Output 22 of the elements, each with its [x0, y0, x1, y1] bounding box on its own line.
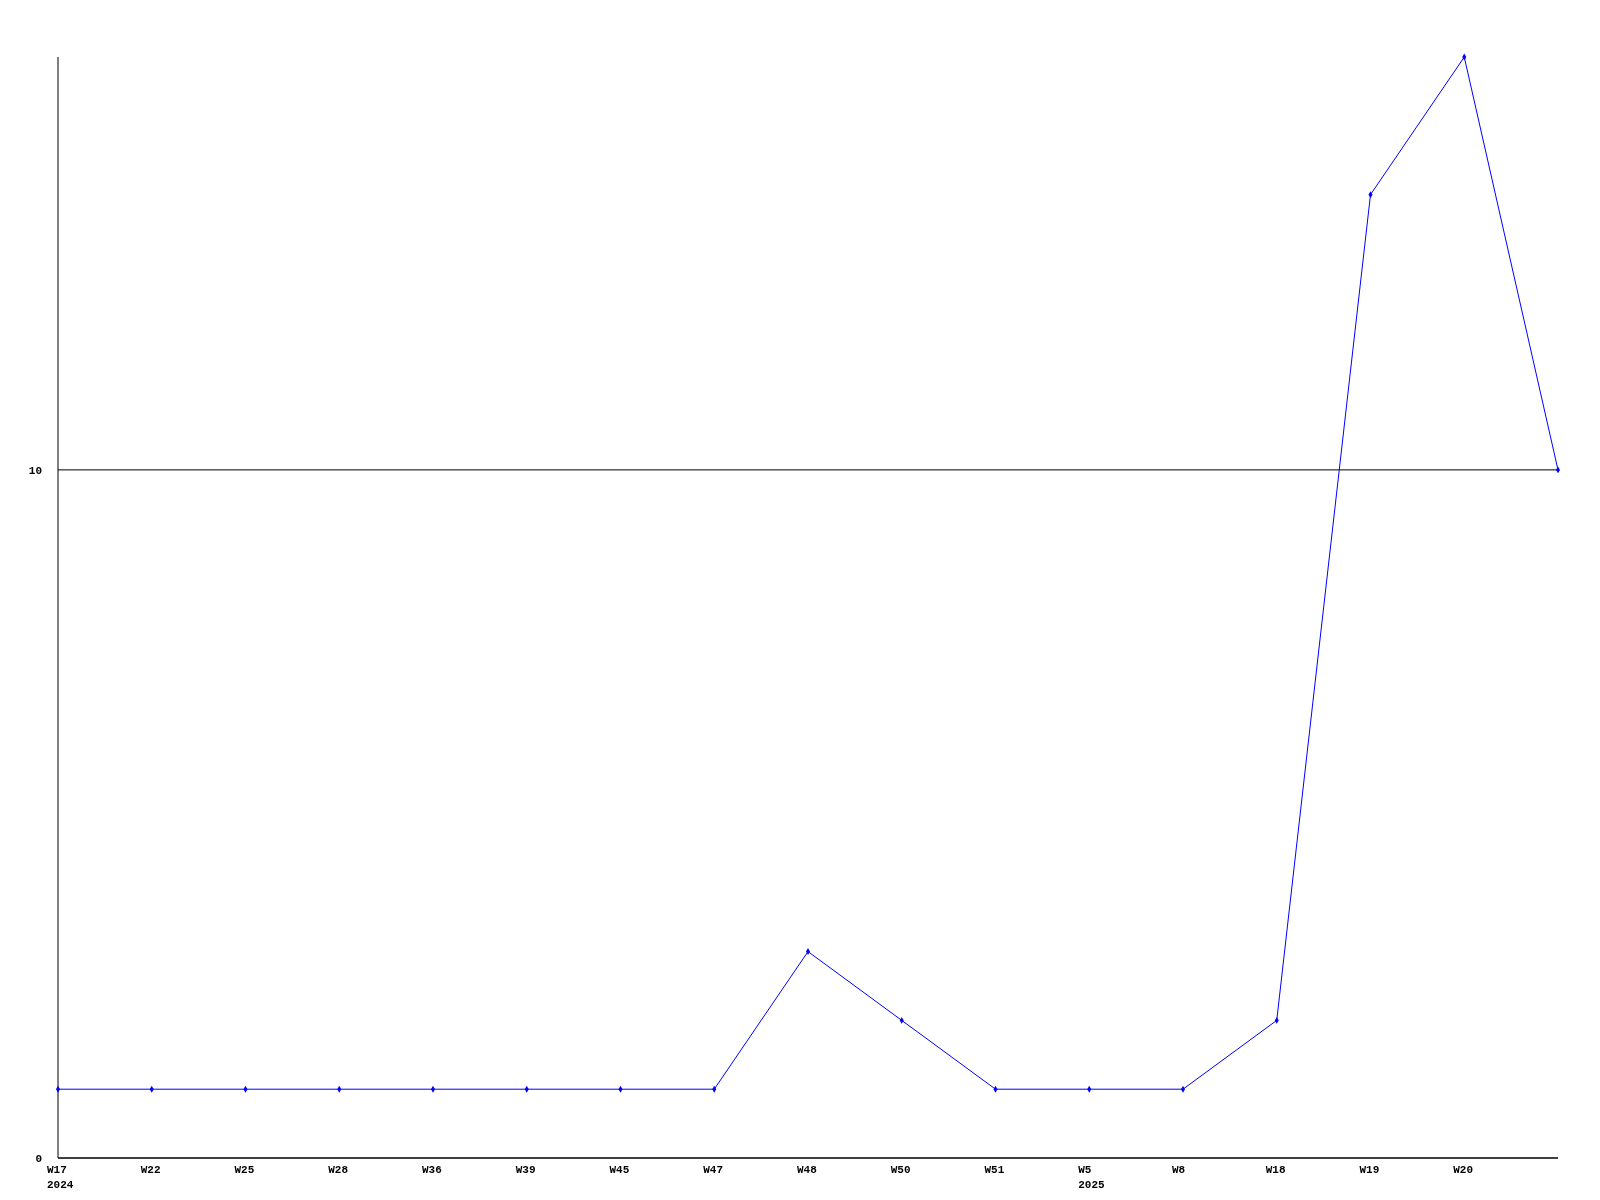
x-tick-label: W25	[234, 1164, 255, 1176]
x-tick-label: W18	[1265, 1164, 1286, 1176]
x-tick-label: W5 2025	[1078, 1164, 1106, 1191]
x-tick-label: W36	[422, 1164, 442, 1176]
point	[1555, 466, 1561, 474]
x-tick-label: W48	[797, 1164, 818, 1176]
x-tick-label: W17 2024	[47, 1164, 74, 1191]
y-tick-label: 10	[28, 464, 42, 477]
x-tick-label: W8	[1172, 1164, 1186, 1176]
point	[1180, 1085, 1186, 1093]
x-tick-label: W50	[890, 1164, 911, 1176]
y-tick-label: 0	[35, 1153, 42, 1165]
point	[430, 1085, 436, 1093]
x-tick-label: W51	[984, 1164, 1005, 1176]
point	[55, 1085, 61, 1093]
x-tick-label: W45	[609, 1164, 630, 1176]
x-tick-label: W39	[515, 1164, 536, 1176]
x-tick-label: W28	[328, 1164, 349, 1176]
x-tick-label: W47	[703, 1164, 724, 1176]
x-tick-label: W22	[140, 1164, 161, 1176]
x-tick-label: W20	[1453, 1164, 1474, 1176]
x-tick-label: W19	[1359, 1164, 1380, 1176]
